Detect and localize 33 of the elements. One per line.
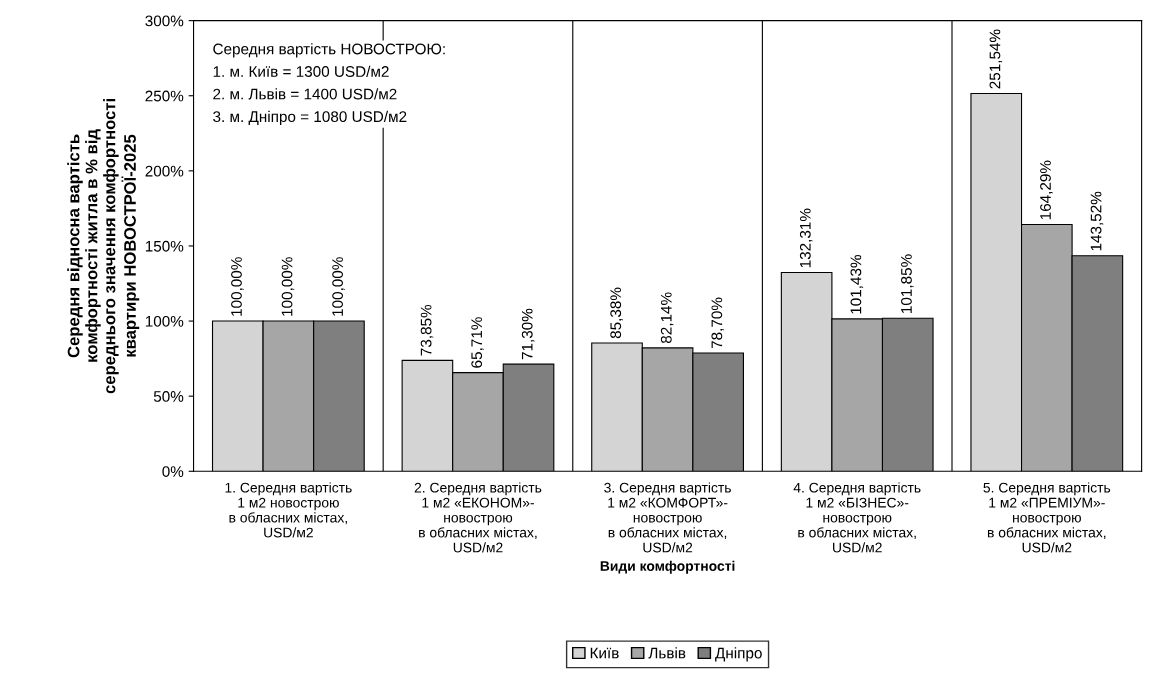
data-label: 73,85% [420,304,434,356]
data-label: 78,70% [711,297,725,349]
data-label: 85,38% [610,287,623,339]
data-label: 164,29% [1040,160,1053,220]
y-tick-label: 300% [145,15,184,27]
y-tick-label: 50% [153,391,184,402]
data-label: 101,43% [850,254,864,314]
x-tick-label: 1. Середня вартість 1 м2 новострою в обласних містах, USD/м2 [225,482,352,538]
data-label: 65,71% [471,317,484,368]
y-tick-label: 250% [145,90,184,102]
data-label: 71,30% [521,308,535,360]
data-label: 100,00% [332,257,345,316]
y-tick-label: 100% [145,315,184,327]
y-tick-label: 200% [145,165,184,177]
legend-label: Львів [648,647,686,659]
y-axis-title: Середня відносна вартість комфортності житла в % від середнього значення комфортності квартири НОВОСТРОЇ-2025 [67,99,140,394]
x-tick-label: 3. Середня вартість 1 м2 «КОМФОРТ»- новострою в обласних містах, USD/м2 [604,482,731,553]
data-label: 132,31% [799,208,813,268]
data-label: 100,00% [281,257,295,316]
data-label: 101,85% [901,254,914,313]
legend-label: Дніпро [715,647,762,662]
x-tick-label: 2. Середня вартість 1 м2 «ЕКОНОМ»- новострою в обласних містах, USD/м2 [414,482,542,553]
data-label: 100,00% [231,257,244,316]
data-label: 82,14% [660,292,674,344]
x-tick-label: 4. Середня вартість 1 м2 «БІЗНЕС»- новострою в обласних містах, USD/м2 [793,482,921,553]
x-tick-label: 5. Середня вартість 1 м2 «ПРЕМІУМ»- новострою в обласних містах, USD/м2 [983,482,1111,553]
data-label: 251,54% [989,29,1003,89]
y-tick-label: 0% [162,466,184,477]
y-tick-label: 150% [145,240,184,252]
data-label: 143,52% [1090,191,1104,251]
x-axis-title: Види комфортності [600,560,735,574]
legend-label: Київ [590,647,619,659]
annotation: Середня вартість НОВОСТРОЮ: 1. м. Київ = 1300 USD/м2 2. м. Львів = 1400 USD/м2 3. м. Дніпро = 1080 USD/м2 [213,43,445,126]
